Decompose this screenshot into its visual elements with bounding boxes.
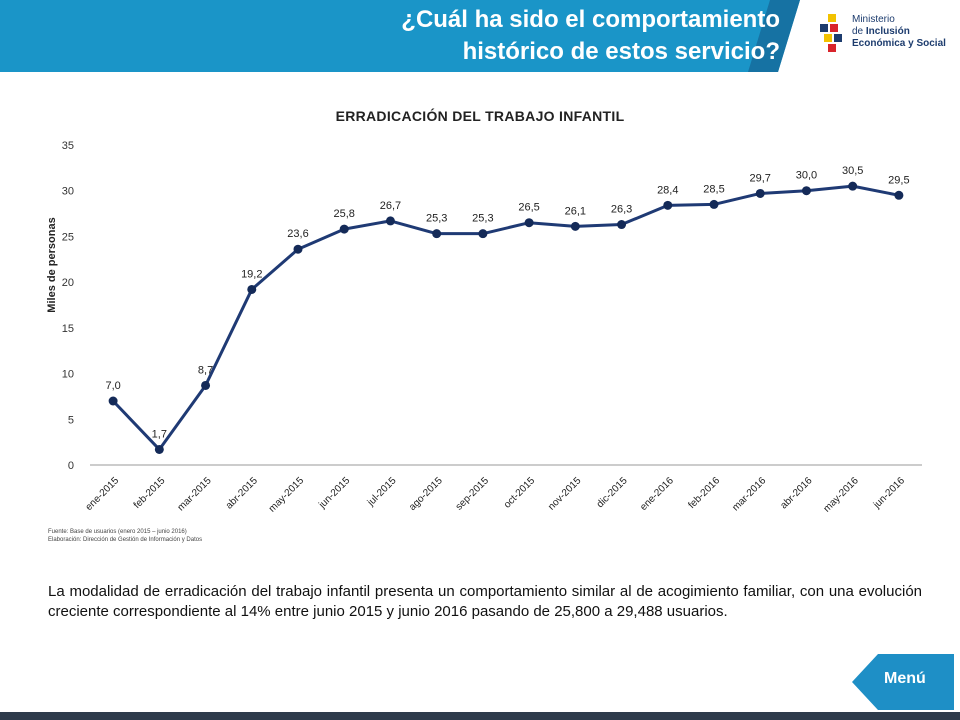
data-point	[478, 229, 488, 239]
y-tick-label: 35	[62, 140, 74, 152]
data-point	[801, 186, 811, 196]
data-point	[617, 220, 627, 230]
logo-line2: de Inclusión	[852, 26, 946, 38]
x-tick-label: mar-2016	[730, 475, 768, 513]
data-label: 30,5	[842, 165, 863, 177]
data-label: 29,7	[750, 172, 771, 184]
y-axis-label: Miles de personas	[46, 217, 58, 312]
source-footnote: Fuente: Base de usuarios (enero 2015 – j…	[48, 528, 202, 544]
bottom-bar	[0, 712, 960, 720]
x-tick-label: ene-2016	[638, 475, 676, 513]
x-tick-label: may-2015	[267, 475, 307, 515]
ministry-emblem-icon	[820, 14, 842, 52]
data-point	[201, 380, 211, 390]
y-tick-label: 30	[62, 186, 74, 198]
data-point	[432, 229, 442, 239]
data-point	[848, 181, 858, 191]
x-tick-label: abr-2015	[224, 475, 260, 511]
ministry-logo: Ministerio de Inclusión Económica y Soci…	[818, 14, 958, 64]
logo-line2-bold: Inclusión	[865, 26, 910, 37]
data-label: 19,2	[241, 268, 262, 280]
x-tick-label: jul-2015	[365, 475, 399, 509]
data-point	[385, 216, 395, 226]
x-tick-label: nov-2015	[546, 475, 584, 513]
data-point	[894, 190, 904, 200]
data-label: 26,3	[611, 204, 632, 216]
logo-line3: Económica y Social	[852, 38, 946, 49]
data-point	[524, 218, 534, 228]
x-tick-label: may-2016	[822, 475, 862, 515]
x-tick-label: feb-2016	[686, 475, 722, 511]
page-title-line2: histórico de estos servicio?	[462, 38, 780, 65]
data-point	[663, 200, 673, 210]
data-label: 26,5	[518, 202, 539, 214]
page-title: ¿Cuál ha sido el comportamiento históric…	[340, 4, 780, 68]
data-label: 26,1	[565, 205, 586, 217]
data-point	[108, 396, 118, 406]
logo-line1: Ministerio	[852, 14, 895, 25]
y-tick-label: 25	[62, 231, 74, 243]
data-label: 25,3	[472, 213, 493, 225]
data-point	[293, 244, 303, 254]
data-point	[570, 221, 580, 231]
data-label: 29,5	[888, 174, 909, 186]
y-tick-label: 5	[68, 414, 74, 426]
x-tick-label: ene-2015	[84, 475, 122, 513]
y-tick-label: 10	[62, 369, 74, 381]
x-tick-label: dic-2015	[595, 475, 630, 510]
data-point	[709, 199, 719, 209]
chart-title: ERRADICACIÓN DEL TRABAJO INFANTIL	[335, 108, 625, 124]
y-tick-label: 20	[62, 277, 74, 289]
data-point	[755, 188, 765, 198]
menu-button[interactable]: Menú	[852, 654, 954, 710]
x-tick-label: ago-2015	[407, 475, 445, 513]
data-label: 8,7	[198, 364, 213, 376]
x-tick-label: feb-2015	[132, 475, 168, 511]
footnote-elaboration: Elaboración: Dirección de Gestión de Inf…	[48, 537, 203, 543]
data-label: 28,4	[657, 184, 678, 196]
x-tick-label: mar-2015	[176, 475, 214, 513]
y-tick-label: 15	[62, 323, 74, 335]
x-tick-label: abr-2016	[778, 475, 814, 511]
data-label: 28,5	[703, 183, 724, 195]
y-tick-label: 0	[68, 460, 74, 472]
data-label: 26,7	[380, 200, 401, 212]
x-tick-label: jun-2016	[871, 475, 907, 511]
description-paragraph: La modalidad de erradicación del trabajo…	[48, 583, 922, 620]
data-label: 23,6	[287, 228, 308, 240]
series-line	[112, 184, 900, 451]
x-tick-label: oct-2015	[502, 475, 538, 511]
menu-button-label: Menú	[884, 670, 926, 687]
data-label: 25,3	[426, 213, 447, 225]
header-banner	[0, 0, 800, 72]
data-point	[154, 444, 164, 454]
data-label: 1,7	[152, 428, 167, 440]
line-chart: 0 5 10 15 20 25 30 35 Miles de personas ene-2015 f…	[46, 140, 922, 515]
x-tick-label: sep-2015	[454, 475, 492, 513]
ministry-logo-text: Ministerio de Inclusión Económica y Soci…	[852, 14, 946, 50]
data-label: 25,8	[334, 208, 355, 220]
data-point	[339, 224, 349, 234]
data-point	[247, 284, 257, 294]
page-title-line1: ¿Cuál ha sido el comportamiento	[401, 6, 780, 33]
menu-arrow-icon	[852, 654, 954, 710]
x-tick-label: jun-2015	[316, 475, 352, 511]
data-label: 7,0	[105, 380, 120, 392]
footnote-source: Fuente: Base de usuarios (enero 2015 – j…	[48, 529, 187, 535]
data-label: 30,0	[796, 170, 817, 182]
logo-line2-prefix: de	[852, 26, 864, 37]
